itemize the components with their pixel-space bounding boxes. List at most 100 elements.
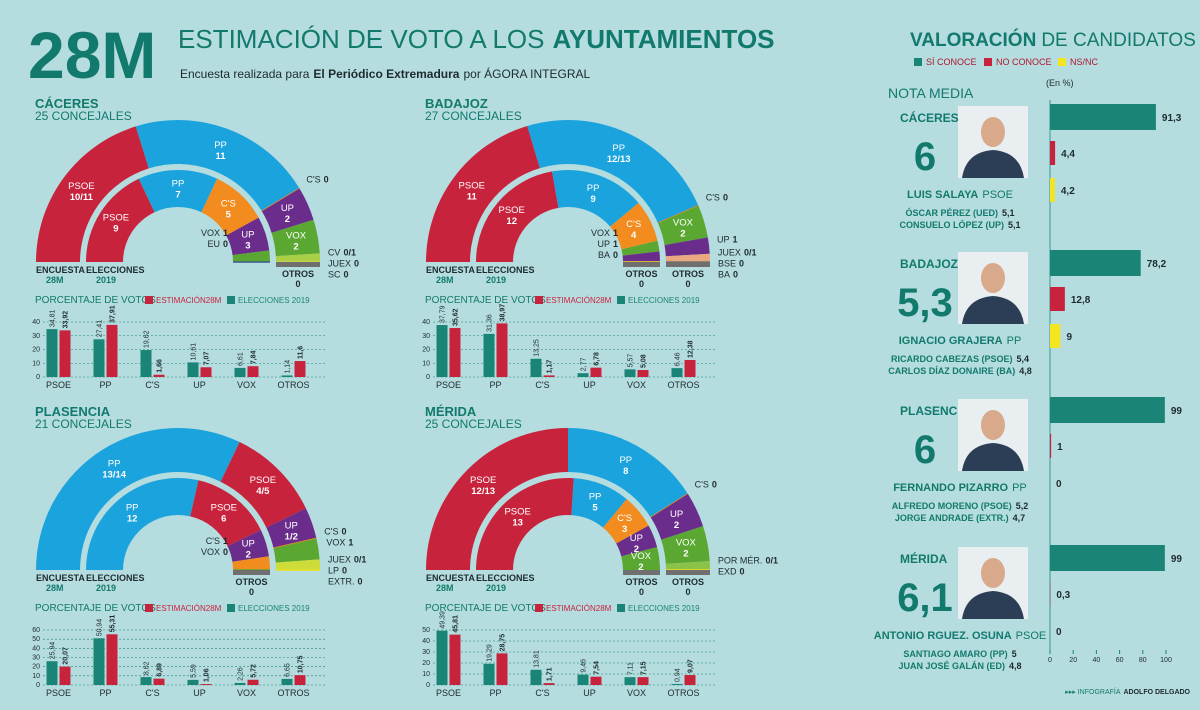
score: 5,3 xyxy=(897,281,953,325)
bar xyxy=(153,678,165,685)
segment-label: PP 7 xyxy=(172,179,185,201)
seat-segment xyxy=(227,530,269,562)
ring-label: ENCUESTA xyxy=(36,265,85,275)
segment-label: PP 12/13 xyxy=(607,143,631,165)
y-tick-label: 10 xyxy=(32,673,40,680)
city-seats: 21 CONCEJALES xyxy=(35,417,132,431)
party-name: EXTR. xyxy=(328,576,355,586)
value-label: 13,81 xyxy=(534,650,541,668)
value-label: 1,71 xyxy=(547,667,554,681)
segment-label: JUEX 0/1 xyxy=(718,248,757,258)
seat-count: 0 xyxy=(223,547,228,557)
y-tick-label: 60 xyxy=(32,627,40,634)
seat-count: 5 xyxy=(592,503,598,514)
candidate-name: FERNANDO PIZARRO PP xyxy=(893,482,1027,494)
photo-head xyxy=(981,558,1005,588)
rating-bar xyxy=(1050,324,1061,348)
other-score: 5 xyxy=(1012,649,1017,659)
other-score: 4,7 xyxy=(1013,513,1026,523)
y-tick-label: 30 xyxy=(32,333,40,340)
bar xyxy=(483,663,495,685)
value-label: 55,31 xyxy=(110,615,117,633)
rating-bar xyxy=(1050,178,1055,202)
rating-bar xyxy=(1050,141,1056,165)
city-name: BADAJOZ xyxy=(900,257,958,271)
city-seats: 25 CONCEJALES xyxy=(425,417,522,431)
footer: ▸▸▸ INFOGRAFÍA ADOLFO DELGADO xyxy=(1065,687,1190,696)
party-name: C'S xyxy=(324,527,338,537)
seat-count: 1 xyxy=(613,228,618,238)
bar xyxy=(153,374,165,377)
y-tick-label: 50 xyxy=(32,636,40,643)
legend-label: ESTIMACIÓN28M xyxy=(156,604,222,613)
party-name: PSOE xyxy=(498,205,524,216)
value-label: 7,84 xyxy=(251,350,258,364)
y-tick-label: 0 xyxy=(426,682,430,689)
seat-segment xyxy=(650,493,704,540)
seat-segment xyxy=(138,170,218,213)
x-tick-label: OTROS xyxy=(667,380,699,390)
subtitle-b: El Periódico Extremadura xyxy=(313,67,459,81)
ratings-title: VALORACIÓN DE CANDIDATOS xyxy=(910,29,1196,51)
seat-count: 0 xyxy=(358,576,363,586)
segment-label: C'S 0 xyxy=(706,193,728,203)
seat-segment xyxy=(226,217,270,256)
legend-label: ELECCIONES 2019 xyxy=(238,296,310,305)
x-tick-label: 0 xyxy=(1048,657,1052,664)
value-label: 5,59 xyxy=(191,664,198,678)
party-name: PP xyxy=(589,492,602,503)
value-label: 1,06 xyxy=(204,668,211,682)
bar xyxy=(200,684,212,685)
value-label: 28,75 xyxy=(500,634,507,652)
segment-label: BA 0 xyxy=(718,270,738,280)
y-tick-label: 0 xyxy=(426,374,430,381)
seat-count: 8 xyxy=(623,466,628,477)
segment-label: C'S 0 xyxy=(306,174,328,184)
legend-label: NO CONOCE xyxy=(996,57,1052,67)
bar xyxy=(624,677,636,685)
party-name: VOX xyxy=(201,228,220,238)
seat-segment xyxy=(622,251,660,262)
party: PP xyxy=(1012,482,1027,494)
bar xyxy=(46,329,58,377)
others-seats: 0 xyxy=(685,279,690,289)
photo-body xyxy=(962,150,1024,178)
subtitle-c: por ÁGORA INTEGRAL xyxy=(463,66,590,81)
y-tick-label: 30 xyxy=(32,655,40,662)
bar xyxy=(684,675,696,685)
other-score: 4,8 xyxy=(1019,366,1032,376)
legend-swatch xyxy=(535,604,543,612)
other-name: CONSUELO LÓPEZ (UP) xyxy=(899,219,1004,230)
segment-label: CV 0/1 xyxy=(328,247,356,257)
seat-segment xyxy=(616,525,658,557)
party-name: C'S xyxy=(306,174,320,184)
seat-segment xyxy=(36,428,240,570)
party-name: JUEX xyxy=(328,258,351,268)
seat-segment xyxy=(426,428,568,570)
x-tick-label: C'S xyxy=(145,688,159,698)
segment-label: PP 13/14 xyxy=(102,458,126,480)
value-label: 5,57 xyxy=(628,354,635,368)
bar xyxy=(496,323,508,377)
bar xyxy=(281,678,293,685)
rating-bar xyxy=(1050,397,1165,423)
seat-segment xyxy=(621,547,660,570)
value-label: 0,3 xyxy=(1056,590,1070,601)
footer-prefix: INFOGRAFÍA xyxy=(1078,687,1121,696)
chart-title: PORCENTAJE DE VOTOS xyxy=(425,295,546,306)
score: 6,1 xyxy=(897,576,953,620)
x-tick-label: OTROS xyxy=(277,380,309,390)
city-seats: 25 CONCEJALES xyxy=(35,109,132,123)
party-name: PP xyxy=(619,455,632,466)
seat-count: 13 xyxy=(512,517,523,528)
segment-label: PSOE 12 xyxy=(498,205,524,227)
value-label: 6,89 xyxy=(157,663,164,677)
legend-swatch xyxy=(535,296,543,304)
name: LUIS SALAYA xyxy=(907,189,978,201)
party-name: PSOE xyxy=(504,506,530,517)
seat-count: 3 xyxy=(622,524,627,535)
value-label: 0 xyxy=(1056,479,1062,490)
legend-swatch xyxy=(227,296,235,304)
bar xyxy=(140,350,152,377)
other-candidate: CARLOS DÍAZ DONAIRE (BA) 4,8 xyxy=(888,366,1032,376)
